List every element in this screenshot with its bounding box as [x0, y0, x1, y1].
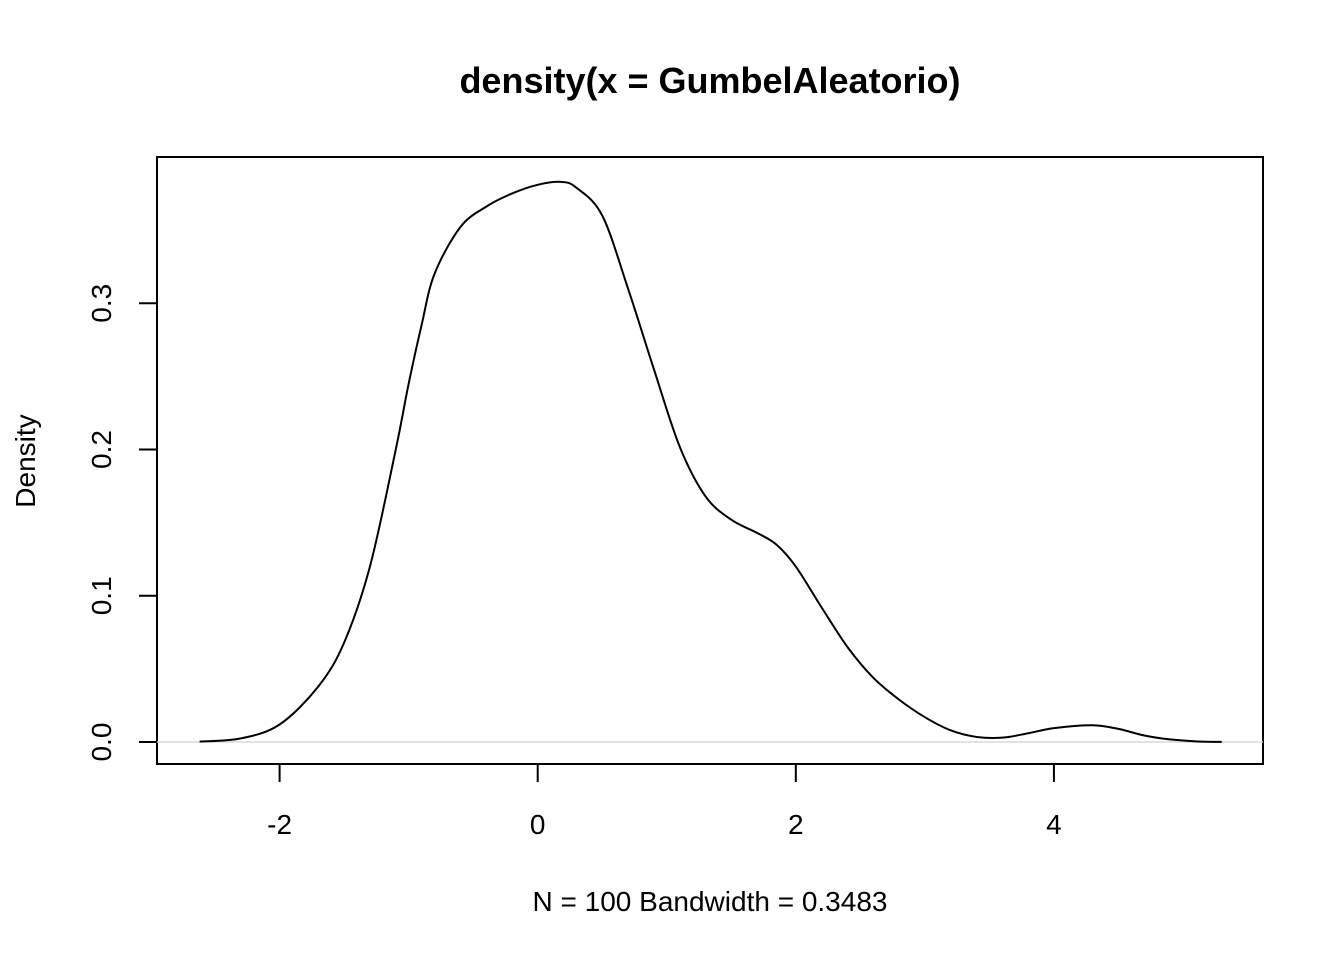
x-tick-label: 2	[788, 809, 804, 840]
density-curve-line	[199, 180, 1222, 743]
y-axis-label: Density	[10, 414, 41, 507]
x-tick-label: 0	[530, 809, 546, 840]
y-axis: 0.0 0.1 0.2 0.3	[86, 284, 157, 762]
y-tick-label: 0.3	[86, 284, 117, 323]
x-tick-label: -2	[267, 809, 292, 840]
y-tick-label: 0.0	[86, 723, 117, 762]
x-axis: -2 0 2 4	[267, 764, 1062, 840]
x-tick-label: 4	[1046, 809, 1062, 840]
y-tick-label: 0.2	[86, 430, 117, 469]
plot-frame	[156, 156, 1264, 765]
y-tick-label: 0.1	[86, 576, 117, 615]
x-axis-label: N = 100 Bandwidth = 0.3483	[533, 886, 888, 917]
chart-title: density(x = GumbelAleatorio)	[459, 60, 960, 101]
